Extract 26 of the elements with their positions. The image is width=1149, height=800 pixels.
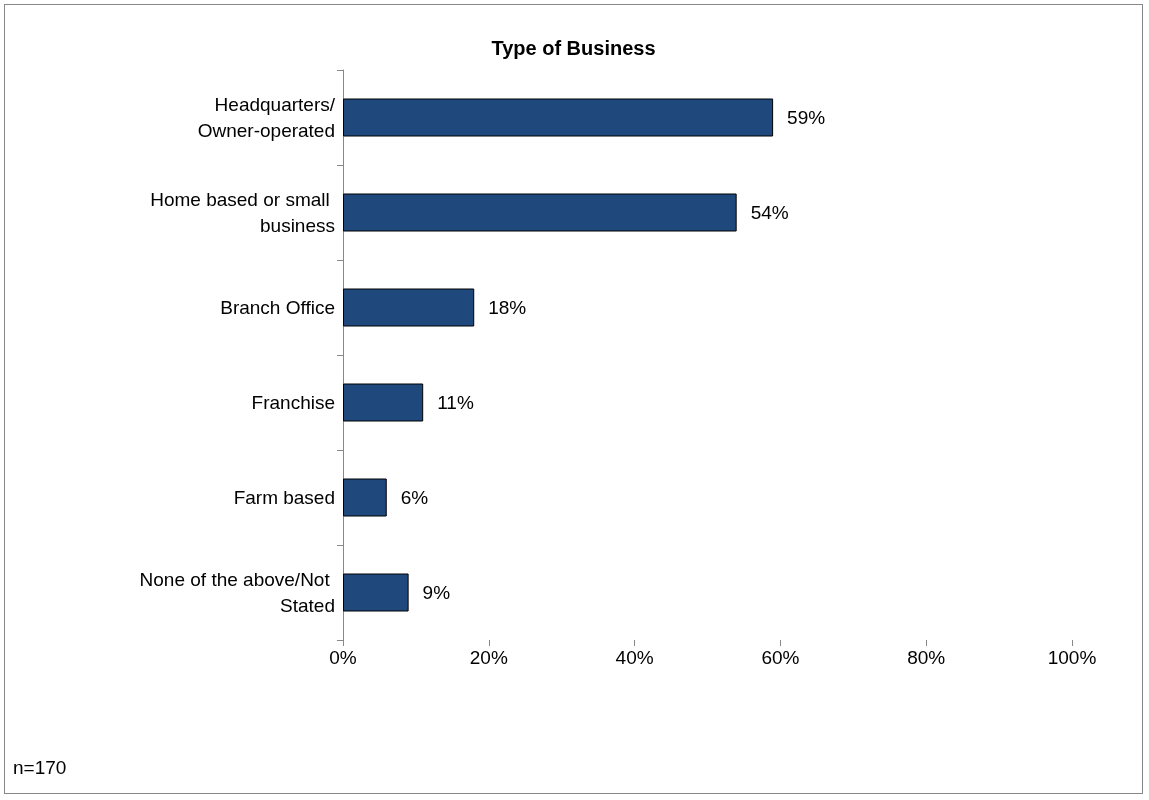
data-label: 54%: [750, 202, 789, 223]
y-tick-label: Franchise: [251, 392, 335, 413]
bar: [343, 98, 774, 137]
x-tick-label: 0%: [329, 647, 357, 668]
bar: [343, 288, 475, 327]
bar: [343, 193, 737, 232]
x-tick-label: 20%: [469, 647, 508, 668]
bar: [343, 573, 409, 612]
y-tick-label: Home based or small business: [150, 189, 335, 236]
y-tick-label: None of the above/Not Stated: [139, 569, 335, 616]
data-label: 9%: [422, 582, 451, 603]
y-tick-label: Branch Office: [220, 297, 335, 318]
text: n=170: [13, 757, 67, 779]
y-tick-label: Farm based: [233, 487, 335, 508]
data-label: 11%: [437, 392, 474, 413]
x-tick-label: 40%: [615, 647, 654, 668]
data-label: 6%: [400, 487, 429, 508]
bar: [343, 383, 424, 422]
chart-title: Type of Business: [491, 37, 656, 59]
x-tick-label: 100%: [1047, 647, 1097, 668]
x-tick-label: 80%: [907, 647, 946, 668]
data-label: 18%: [488, 297, 527, 318]
x-tick-label: 60%: [761, 647, 800, 668]
y-tick-label: Headquarters/Owner-operated: [197, 94, 336, 141]
data-label: 59%: [787, 107, 826, 128]
bar: [343, 478, 387, 517]
